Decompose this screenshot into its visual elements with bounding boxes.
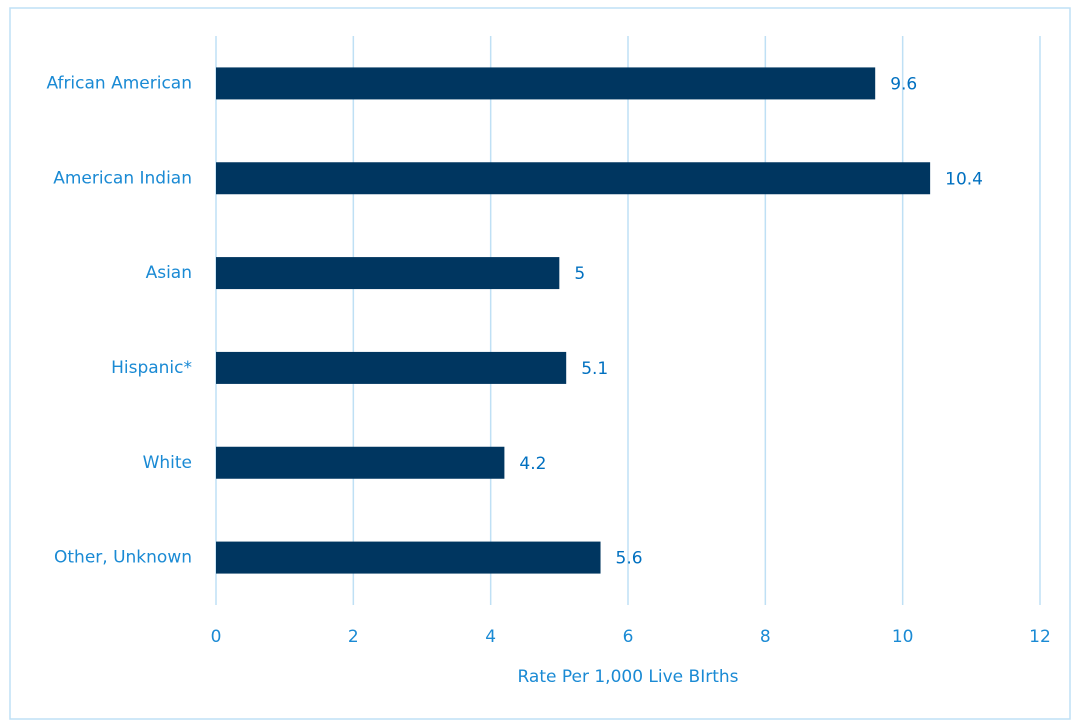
bar — [216, 67, 876, 100]
x-tick-label: 10 — [892, 627, 914, 647]
bar — [216, 446, 505, 479]
bar — [216, 162, 931, 195]
x-axis-title: Rate Per 1,000 Live BIrths — [517, 667, 738, 687]
bar — [216, 541, 601, 574]
data-label: 5 — [574, 264, 585, 284]
x-tick-label: 4 — [485, 627, 496, 647]
x-tick-label: 12 — [1029, 627, 1051, 647]
data-label: 10.4 — [945, 169, 983, 189]
x-tick-label: 6 — [623, 627, 634, 647]
x-tick-label: 2 — [348, 627, 359, 647]
bar — [216, 351, 567, 384]
data-label: 5.1 — [581, 359, 608, 379]
data-label: 4.2 — [519, 454, 546, 474]
chart-border — [9, 7, 1071, 720]
x-tick-label: 0 — [211, 627, 222, 647]
data-label: 9.6 — [890, 74, 917, 94]
y-tick-label: Hispanic* — [111, 358, 192, 378]
bar — [216, 257, 560, 290]
y-tick-label: White — [143, 453, 192, 473]
y-tick-label: Asian — [146, 263, 192, 283]
x-tick-label: 8 — [760, 627, 771, 647]
y-tick-label: African American — [46, 73, 192, 93]
y-tick-label: American Indian — [53, 168, 192, 188]
y-tick-label: Other, Unknown — [54, 548, 192, 568]
data-label: 5.6 — [616, 549, 643, 569]
